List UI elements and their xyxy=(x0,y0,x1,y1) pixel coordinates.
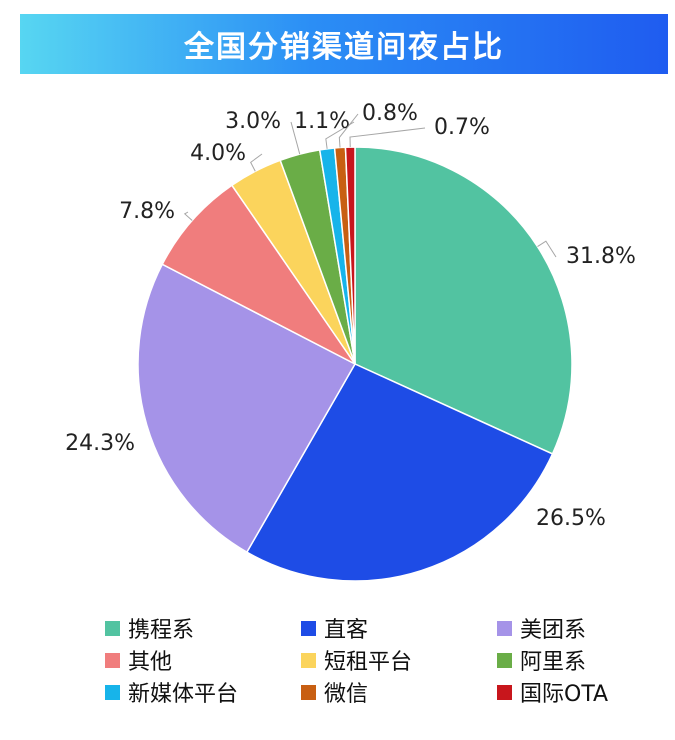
legend-label: 其他 xyxy=(128,650,173,675)
legend-label: 携程系 xyxy=(128,618,195,643)
legend-item-7: 新媒体平台 xyxy=(105,679,301,707)
legend-swatch xyxy=(105,652,120,668)
legend-label: 微信 xyxy=(324,682,369,707)
pie-chart: 31.8% 26.5% 24.3% 7.8% 4.0% 3.0% 1.1% 0.8% 0.7% xyxy=(65,101,636,582)
legend-item-1: 携程系 xyxy=(105,615,301,643)
slice-value-label-8: 0.8% xyxy=(362,101,418,126)
legend-item-3: 美团系 xyxy=(497,615,665,643)
legend-label: 阿里系 xyxy=(520,650,587,675)
legend-item-6: 阿里系 xyxy=(497,647,665,675)
legend-swatch xyxy=(105,620,120,636)
leader-line-8 xyxy=(338,113,359,148)
leader-line-1 xyxy=(537,240,557,258)
slice-value-label-7: 1.1% xyxy=(294,109,350,134)
legend-label: 直客 xyxy=(324,618,369,643)
legend-label: 新媒体平台 xyxy=(128,682,239,707)
chart-title: 全国分销渠道间夜占比 xyxy=(184,30,504,65)
legend-swatch xyxy=(497,620,512,636)
slice-value-label-4: 7.8% xyxy=(119,199,175,224)
legend-label: 国际OTA xyxy=(520,682,609,707)
legend-swatch xyxy=(301,684,316,700)
slice-value-label-2: 26.5% xyxy=(536,506,606,531)
legend-item-4: 其他 xyxy=(105,647,301,675)
legend-swatch xyxy=(301,620,316,636)
legend: 携程系 直客 美团系其他 短租平台 阿里系新媒体平台 微信 国际OTA xyxy=(105,615,665,707)
legend-swatch xyxy=(497,652,512,668)
slice-value-label-9: 0.7% xyxy=(434,115,490,140)
pie-slice-4 xyxy=(161,184,356,365)
legend-item-5: 短租平台 xyxy=(301,647,497,675)
legend-item-2: 直客 xyxy=(301,615,497,643)
leader-line-6 xyxy=(290,121,301,155)
slice-value-label-5: 4.0% xyxy=(190,141,246,166)
legend-swatch xyxy=(105,684,120,700)
leader-line-7 xyxy=(325,121,355,149)
legend-item-8: 微信 xyxy=(301,679,497,707)
pie-slice-1 xyxy=(354,146,573,455)
leader-line-4 xyxy=(183,211,193,221)
legend-label: 短租平台 xyxy=(324,650,413,675)
slice-value-label-1: 31.8% xyxy=(566,244,636,269)
legend-swatch xyxy=(301,652,316,668)
legend-swatch xyxy=(497,684,512,700)
pie-slice-2 xyxy=(245,363,554,582)
chart-title-bar: 全国分销渠道间夜占比 xyxy=(20,14,668,74)
leader-line-5 xyxy=(250,153,263,172)
legend-label: 美团系 xyxy=(520,618,587,643)
slice-value-label-6: 3.0% xyxy=(225,109,281,134)
legend-item-9: 国际OTA xyxy=(497,679,665,707)
slice-value-label-3: 24.3% xyxy=(65,431,135,456)
leader-line-9 xyxy=(349,127,426,148)
pie-slice-9 xyxy=(344,146,356,365)
